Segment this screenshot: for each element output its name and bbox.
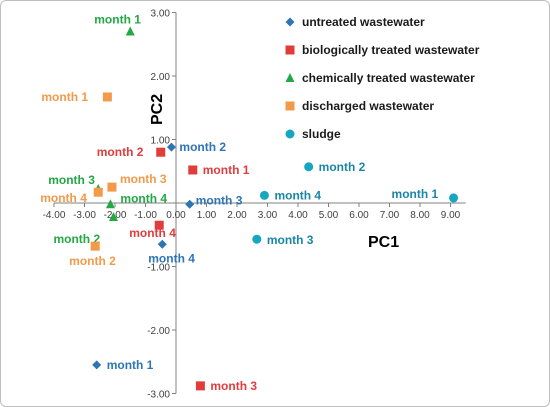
data-point [304, 162, 314, 172]
data-label: month 3 [196, 193, 243, 207]
data-point [449, 193, 459, 203]
x-tick-label: 0.00 [166, 210, 186, 221]
data-label: month 4 [120, 191, 167, 205]
data-point [154, 220, 164, 230]
data-label: month 1 [392, 187, 439, 201]
data-label: month 4 [274, 188, 321, 202]
legend: untreated wastewater biologically treated… [285, 15, 480, 141]
x-tick-label: 5.00 [319, 210, 339, 221]
data-label: month 3 [120, 172, 167, 186]
data-label: month 4 [148, 251, 195, 265]
data-label: month 4 [129, 226, 176, 240]
data-label: month 3 [267, 233, 314, 247]
data-label: month 3 [210, 379, 257, 393]
series-group: month 1 month 2 month 3 month 4 [252, 160, 459, 247]
data-point [102, 92, 112, 102]
data-point [252, 234, 262, 244]
x-tick-label: -1.00 [134, 210, 157, 221]
data-point [93, 187, 103, 197]
data-label: month 2 [69, 254, 116, 268]
x-axis-title: PC1 [368, 234, 399, 251]
data-point [195, 381, 205, 391]
x-tick-label: 3.00 [258, 210, 278, 221]
legend-label: biologically treated wastewater [302, 43, 480, 57]
series-group: month 1 month 3 month 4 month 2 [40, 90, 167, 268]
x-tick-label: 4.00 [288, 210, 308, 221]
series-group: month 3 month 2 month 1 month 4 [97, 145, 258, 393]
x-tick-label: -3.00 [73, 210, 96, 221]
data-point [90, 241, 100, 251]
legend-marker [285, 45, 295, 55]
legend-marker [285, 73, 295, 82]
data-point [259, 190, 269, 200]
x-tick-label: 6.00 [349, 210, 369, 221]
data-label: month 1 [203, 163, 250, 177]
legend-label: untreated wastewater [302, 15, 425, 29]
y-tick-label: -3.00 [147, 390, 170, 401]
data-label: month 1 [107, 358, 154, 372]
data-point [92, 360, 102, 370]
legend-marker [285, 129, 295, 139]
data-label: month 2 [179, 140, 226, 154]
data-label: month 2 [53, 232, 100, 246]
data-label: month 2 [319, 160, 366, 174]
x-tick-label: 9.00 [441, 210, 461, 221]
y-tick-label: 3.00 [151, 9, 171, 20]
data-point [166, 142, 176, 152]
legend-label: chemically treated wastewater [302, 71, 475, 85]
series-group: month 1 month 2 month 3 month 4 [92, 140, 243, 372]
x-tick-label: 1.00 [197, 210, 217, 221]
data-point [157, 239, 167, 249]
data-label: month 4 [40, 191, 87, 205]
data-point [156, 147, 166, 157]
data-label: month 1 [41, 90, 88, 104]
data-point [107, 182, 117, 192]
x-tick-label: 2.00 [227, 210, 247, 221]
legend-label: discharged wastewater [302, 99, 434, 113]
data-label: month 3 [48, 173, 95, 187]
y-tick-label: -1.00 [147, 263, 170, 274]
x-tick-label: -4.00 [43, 210, 66, 221]
data-point [108, 211, 118, 221]
y-tick-label: -2.00 [147, 326, 170, 337]
y-tick-label: 1.00 [151, 136, 171, 147]
data-label: month 1 [94, 13, 141, 27]
legend-marker [285, 101, 295, 111]
y-axis-title: PC2 [149, 94, 166, 125]
data-point [125, 26, 135, 36]
x-tick-label: 8.00 [410, 210, 430, 221]
y-tick-label: 2.00 [151, 72, 171, 83]
legend-label: sludge [302, 127, 341, 141]
x-tick-label: 7.00 [380, 210, 400, 221]
data-point [185, 199, 195, 209]
data-label: month 2 [97, 145, 144, 159]
data-point [188, 165, 198, 175]
legend-marker [285, 17, 295, 27]
series-group: month 1 month 3 month 4 month 2 [48, 13, 167, 246]
data-point [105, 199, 115, 209]
